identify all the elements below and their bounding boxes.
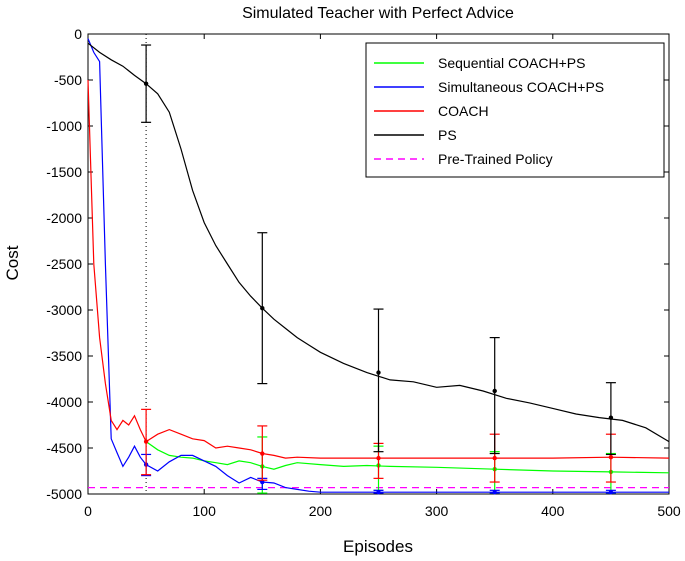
data-point-1 xyxy=(376,489,381,495)
data-point-2 xyxy=(143,439,149,444)
y-tick-label: -4000 xyxy=(46,394,82,410)
y-tick-label: -3000 xyxy=(46,302,82,318)
y-tick-label: -3500 xyxy=(46,348,82,364)
x-tick-label: 100 xyxy=(193,503,217,519)
x-tick-label: 500 xyxy=(657,503,681,519)
legend-label: Pre-Trained Policy xyxy=(438,151,553,167)
data-point-3 xyxy=(143,81,149,86)
x-axis-label: Episodes xyxy=(343,537,413,556)
data-point-3 xyxy=(492,388,497,394)
plot-area: 0 100 200 300 400 500 0 -500 -1000 -1500 -2000 -250… xyxy=(46,26,681,519)
chart-title: Simulated Teacher with Perfect Advice xyxy=(242,5,514,22)
data-point-1 xyxy=(608,489,614,495)
legend-label: Simultaneous COACH+PS xyxy=(438,79,604,95)
legend-box xyxy=(365,42,665,178)
legend-label: COACH xyxy=(438,103,489,119)
y-tick-label: -2500 xyxy=(46,256,82,272)
y-tick-label: -1000 xyxy=(46,118,82,134)
series-line-0 xyxy=(145,441,670,474)
y-tick-label: -4500 xyxy=(46,440,82,456)
x-tick-label: 400 xyxy=(541,503,565,519)
y-tick-label: -500 xyxy=(54,72,82,88)
legend-label: PS xyxy=(438,127,457,143)
data-point-3 xyxy=(376,370,381,375)
x-tick-label: 200 xyxy=(309,503,333,519)
data-point-2 xyxy=(608,455,614,460)
legend-label: Sequential COACH+PS xyxy=(438,55,585,71)
y-tick-label: -1500 xyxy=(46,164,82,180)
data-point-1 xyxy=(492,489,497,495)
x-tick-label: 0 xyxy=(84,503,92,519)
series-line-1 xyxy=(87,38,669,493)
legend: Sequential COACH+PS Simultaneous COACH+PS… xyxy=(365,42,665,178)
data-point-2 xyxy=(260,451,265,456)
x-tick-label: 300 xyxy=(425,503,449,519)
data-point-2 xyxy=(376,455,381,461)
data-point-2 xyxy=(492,455,497,461)
y-axis-label: Cost xyxy=(3,245,22,280)
y-tick-label: -5000 xyxy=(46,486,82,502)
data-point-1 xyxy=(260,479,265,485)
data-point-3 xyxy=(260,305,265,311)
data-point-3 xyxy=(608,415,614,420)
y-tick-label: -2000 xyxy=(46,210,82,226)
y-tick-label: 0 xyxy=(74,26,82,42)
series-line-3 xyxy=(87,42,670,443)
